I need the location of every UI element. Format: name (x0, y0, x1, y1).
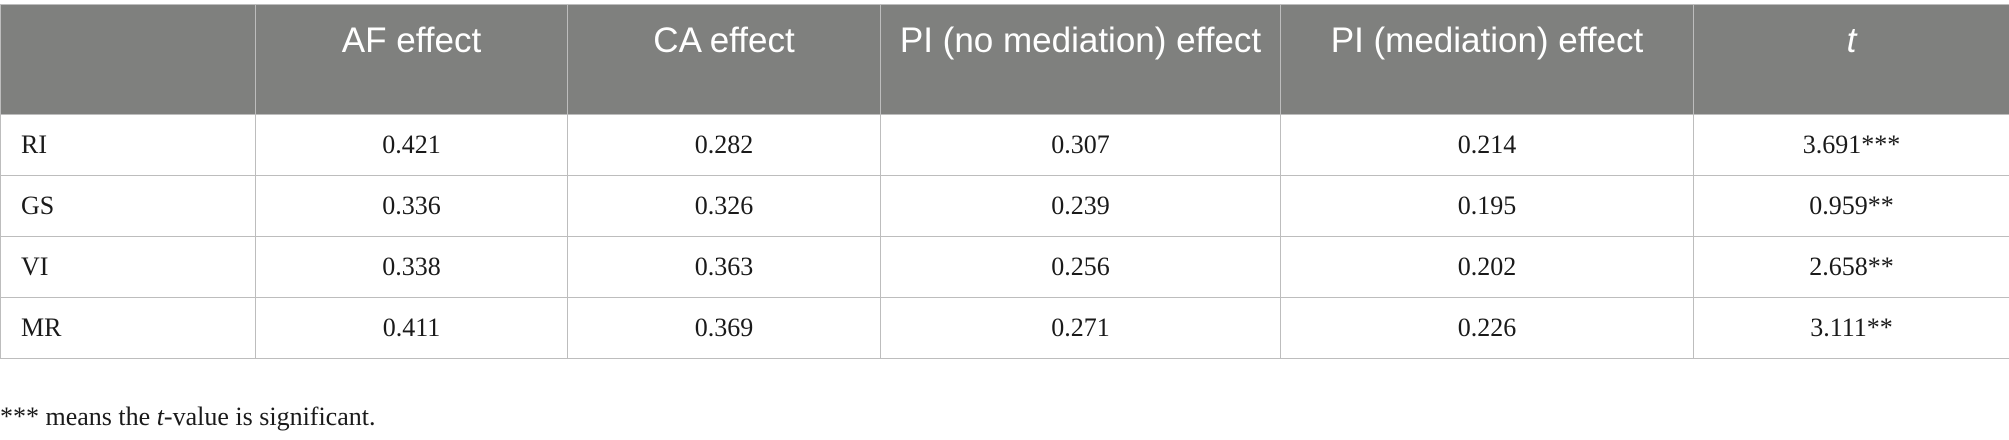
table-cell: 0.226 (1280, 297, 1694, 359)
table-body: RI 0.421 0.282 0.307 0.214 3.691*** GS 0… (0, 114, 2009, 359)
table-cell: 0.326 (567, 175, 881, 237)
table-cell: 0.421 (255, 114, 568, 176)
table-cell: 0.369 (567, 297, 881, 359)
table-cell: 2.658** (1693, 236, 2009, 298)
header-cell-af-effect: AF effect (255, 4, 568, 115)
footnote-suffix: -value is significant. (163, 402, 376, 431)
table-cell: 0.195 (1280, 175, 1694, 237)
table-cell: 0.959** (1693, 175, 2009, 237)
table-row: MR 0.411 0.369 0.271 0.226 3.111** (0, 297, 2009, 359)
header-cell-t: t (1693, 4, 2009, 115)
results-table: AF effect CA effect PI (no mediation) ef… (0, 4, 2009, 359)
table-cell: 0.282 (567, 114, 881, 176)
row-label: GS (0, 175, 256, 237)
header-row: AF effect CA effect PI (no mediation) ef… (0, 4, 2009, 115)
table-cell: 0.214 (1280, 114, 1694, 176)
row-label: MR (0, 297, 256, 359)
table-cell: 3.691*** (1693, 114, 2009, 176)
table-cell: 0.363 (567, 236, 881, 298)
table-footnote: *** means the t-value is significant. (0, 402, 375, 432)
row-label: RI (0, 114, 256, 176)
row-label: VI (0, 236, 256, 298)
table-cell: 0.239 (880, 175, 1281, 237)
table-cell: 0.338 (255, 236, 568, 298)
table-cell: 0.411 (255, 297, 568, 359)
header-cell-ca-effect: CA effect (567, 4, 881, 115)
table-header: AF effect CA effect PI (no mediation) ef… (0, 4, 2009, 115)
table-row: VI 0.338 0.363 0.256 0.202 2.658** (0, 236, 2009, 298)
footnote-prefix: *** means the (0, 402, 157, 431)
header-cell-pi-no-mediation-effect: PI (no mediation) effect (880, 4, 1281, 115)
table-cell: 0.202 (1280, 236, 1694, 298)
table-cell: 0.256 (880, 236, 1281, 298)
footnote-italic-t: t (156, 402, 164, 431)
table-row: RI 0.421 0.282 0.307 0.214 3.691*** (0, 114, 2009, 176)
header-cell-empty (0, 4, 256, 115)
header-cell-pi-mediation-effect: PI (mediation) effect (1280, 4, 1694, 115)
table-cell: 0.271 (880, 297, 1281, 359)
table-cell: 0.336 (255, 175, 568, 237)
table-row: GS 0.336 0.326 0.239 0.195 0.959** (0, 175, 2009, 237)
table-cell: 0.307 (880, 114, 1281, 176)
table-cell: 3.111** (1693, 297, 2009, 359)
